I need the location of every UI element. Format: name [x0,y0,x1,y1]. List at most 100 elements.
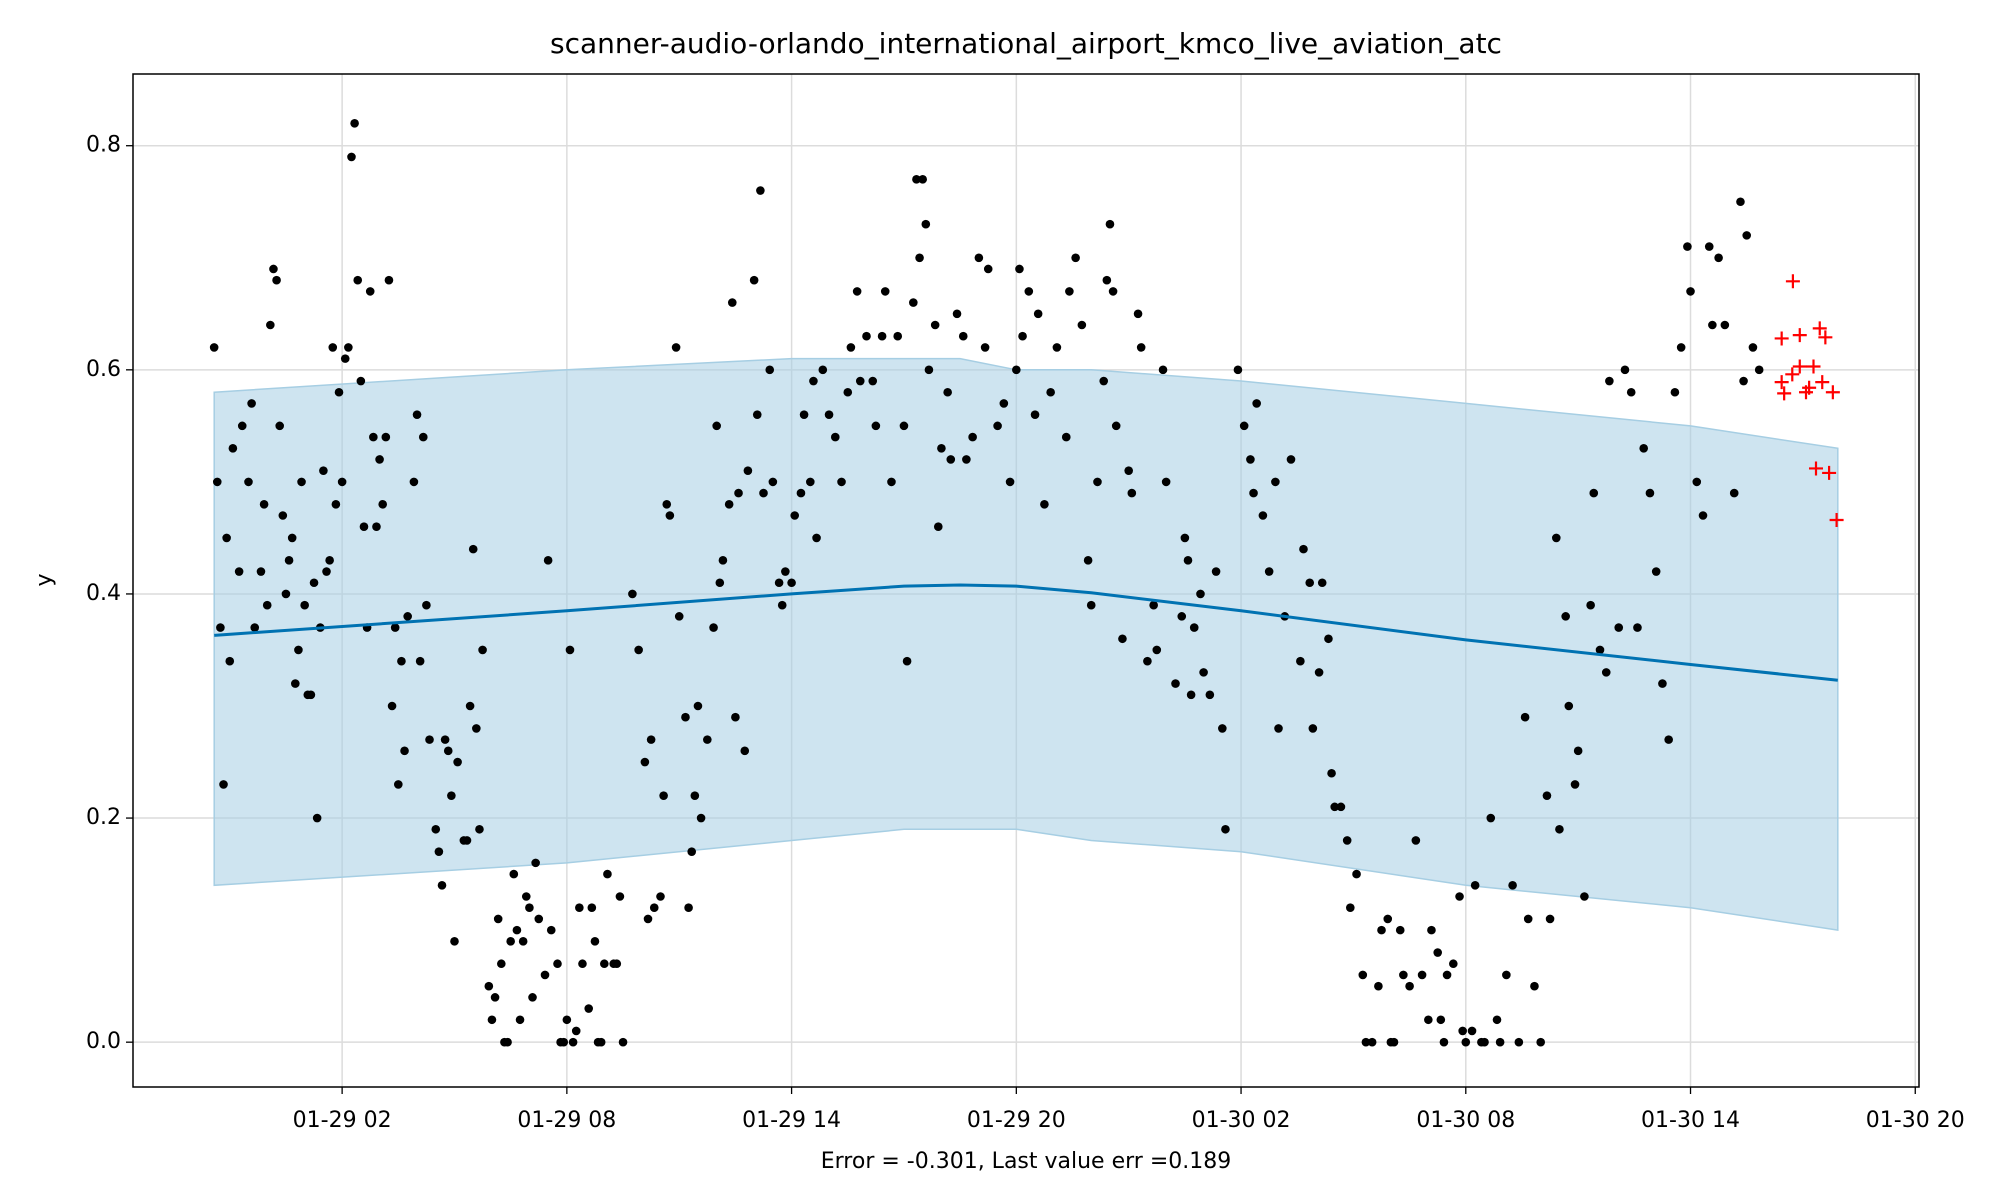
observation [809,376,818,386]
observation [712,421,721,431]
observation [1005,477,1015,487]
observation [531,858,540,868]
observation [1620,365,1630,375]
observation [909,298,918,307]
observation [525,903,534,913]
observation [868,376,878,386]
observation [1748,343,1758,352]
observation [493,914,503,924]
observation [759,488,768,498]
observation [397,656,406,666]
observation [781,567,790,576]
observation [575,903,584,913]
observation [325,556,334,565]
observation [465,701,475,711]
observation [478,645,487,655]
observation [696,813,706,823]
observation [297,477,306,487]
observation [902,656,912,666]
observation [1658,679,1667,688]
observation [715,578,725,588]
observation [259,500,269,509]
observation [1458,1026,1467,1036]
observation [328,343,338,352]
x-tick-label: 01-30 08 [1416,1108,1515,1133]
observation [250,623,260,632]
observation [403,612,412,621]
observation [587,903,597,913]
observation [1330,802,1339,812]
observation [974,253,984,263]
anomaly-marker [1792,359,1807,374]
observation [1545,914,1555,924]
observation [1633,623,1642,632]
observation [1411,836,1421,845]
observation [1573,746,1583,756]
observation [331,500,341,509]
observation [468,544,478,554]
observation [1352,869,1361,879]
observation [1492,1015,1502,1025]
observation [1676,343,1686,352]
observation [272,275,281,285]
observation [799,410,809,419]
observation [933,522,943,532]
observation [1342,836,1352,845]
observation [1389,1037,1399,1047]
observation [1495,1037,1505,1047]
x-tick-label: 01-30 02 [1192,1108,1291,1133]
observation [1108,287,1118,296]
observation [309,578,319,588]
observation [365,287,375,296]
observation [1470,880,1480,890]
observation [375,455,384,464]
observation [993,421,1002,431]
observation [418,432,428,442]
observation [1314,668,1324,677]
observation [559,1037,569,1047]
observation [1296,656,1305,666]
observation [1595,645,1605,655]
observation [765,365,775,375]
observation [1061,432,1071,442]
observation [1033,309,1043,319]
observation [1439,1037,1449,1047]
observation [912,175,921,184]
observation [824,410,834,419]
observation [852,287,862,296]
observation [946,455,956,464]
anomaly-marker [1812,321,1827,336]
observation [921,219,931,229]
y-tick-label: 0.4 [86,581,121,606]
observation [1205,690,1215,700]
chart-title: scanner-audio-orlando_international_airp… [550,27,1502,60]
observation [1508,880,1517,890]
observation [846,343,856,352]
observation [774,578,784,588]
observation [1149,600,1158,610]
observation [1664,735,1673,744]
anomaly-marker [1818,330,1833,345]
observation [462,836,472,845]
anomaly-marker [1815,375,1830,390]
plot-frame [132,73,1920,1088]
observation [1161,477,1171,487]
observation [281,589,291,599]
observations [209,119,1764,1047]
anomaly-marker [1802,380,1817,395]
observation [1358,970,1368,980]
observation [543,556,553,565]
observation [877,331,887,341]
observation [590,937,600,946]
y-tick-label: 0.0 [86,1029,121,1054]
observation [372,522,381,532]
observation [521,892,531,901]
observation [437,880,447,890]
observation [674,612,684,621]
observation [649,903,659,913]
observation [1436,1015,1446,1025]
observation [1024,287,1034,296]
observation [615,892,625,901]
observation [1542,791,1552,800]
